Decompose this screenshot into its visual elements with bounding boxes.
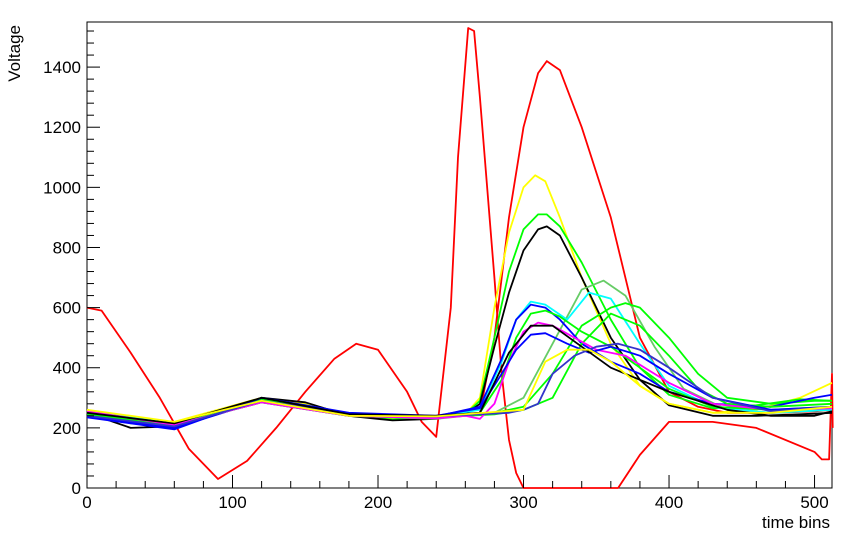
series-line-14-dimblue [86,342,833,428]
x-tick-label: 400 [655,493,683,512]
x-axis-title: time bins [762,513,830,532]
plot-area-border [86,21,833,489]
series-line-5-black [86,225,833,429]
y-tick-label: 1400 [43,58,81,77]
series-line-12-magenta [86,321,833,426]
axes-layer: 0 100 200 300 400 500 0 200 400 600 800 1000 1200 140… [43,30,829,512]
x-tick-label: 300 [509,493,537,512]
series-line-3-yellow [86,174,833,423]
series-line-16-yellow [86,348,833,423]
series-line-13-blue [86,332,833,431]
x-tick-label: 500 [800,493,828,512]
x-tick-label: 0 [82,493,91,512]
series-line-2-red [86,60,833,425]
series-line-15-black [86,324,833,425]
y-tick-label: 1000 [43,178,81,197]
series-line-9-blue [86,303,833,429]
y-tick-label: 200 [53,419,81,438]
y-tick-label: 0 [72,479,81,498]
x-tick-label: 200 [364,493,392,512]
y-tick-label: 600 [53,299,81,318]
y-tick-label: 1200 [43,118,81,137]
series-line-6-lightgreen [86,279,833,426]
series-layer [86,27,834,489]
plot-frame [86,21,833,489]
series-line-4-green [86,213,833,425]
series-line-1-red [86,27,834,489]
x-tick-label: 100 [218,493,246,512]
y-tick-label: 400 [53,359,81,378]
y-axis-title: Voltage [5,25,24,82]
y-tick-label: 800 [53,238,81,257]
